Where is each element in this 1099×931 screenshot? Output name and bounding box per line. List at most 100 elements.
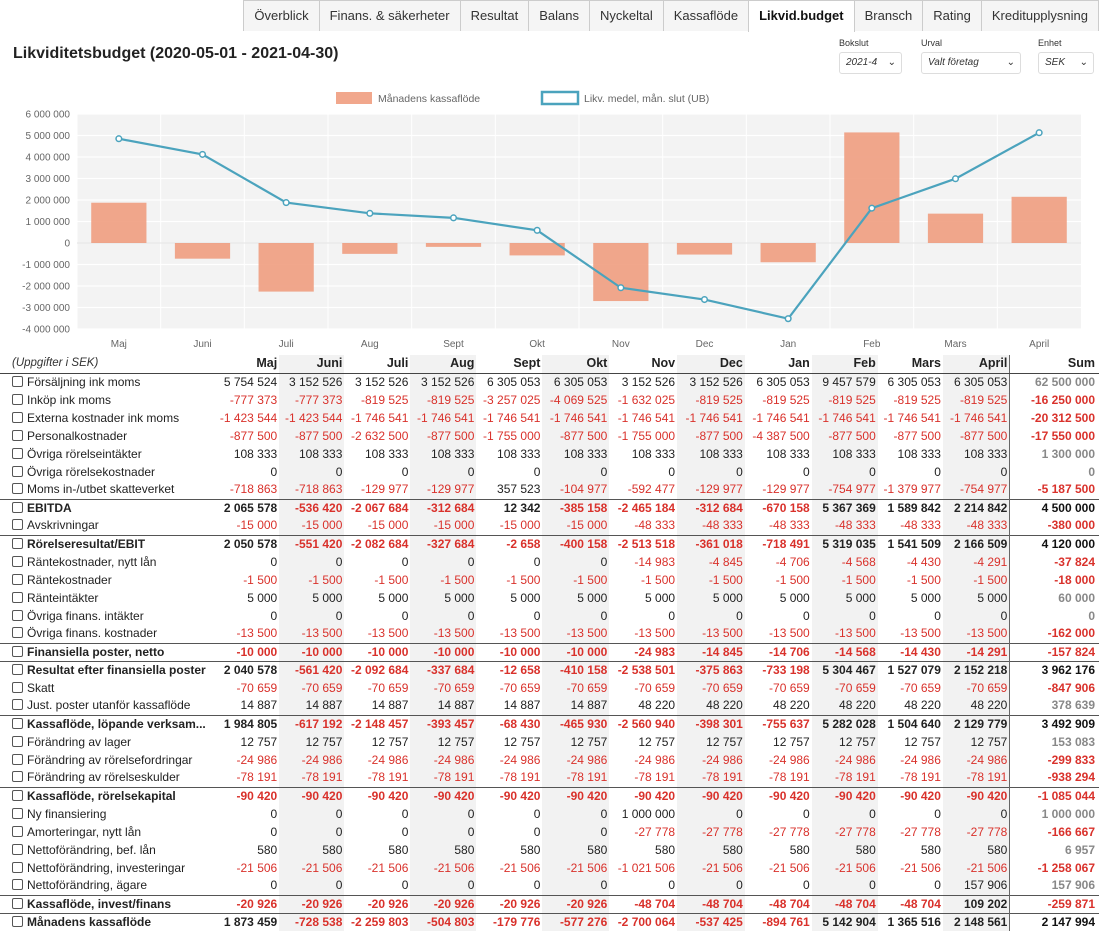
row-checkbox[interactable] [12,375,23,387]
row-checkbox[interactable] [12,465,23,477]
row-label-cell: Försäljning ink moms [0,373,217,391]
row-checkbox[interactable] [12,843,23,855]
table-cell: 580 [279,841,345,859]
table-cell: 0 [668,878,676,893]
table-cell: -78 191 [367,770,409,785]
table-cell: -21 506 [542,859,610,877]
table-cell: -129 977 [677,481,745,499]
row-checkbox[interactable] [12,393,23,405]
row-checkbox[interactable] [12,411,23,423]
sum-cell: -162 000 [1009,625,1099,643]
table-cell: -1 755 000 [483,428,541,443]
table-cell: -48 704 [811,894,878,913]
table-cell: -2 082 684 [344,534,411,553]
row-label-cell: Övriga finans. kostnader [0,625,217,643]
table-cell: -70 659 [499,680,541,695]
table-cell: -361 018 [677,534,745,553]
table-cell: -78 191 [236,770,278,785]
table-cell: 48 220 [904,698,941,713]
row-checkbox[interactable] [12,915,23,927]
bokslut-select[interactable]: 2021-4 ⌄ [839,52,902,74]
row-label-cell: Kassaflöde, löpande verksam... [0,714,217,733]
table-cell: 1 541 509 [877,534,943,553]
row-checkbox[interactable] [12,753,23,765]
table-cell: 1 589 842 [877,498,943,517]
tab-overblick[interactable]: Överblick [243,0,320,31]
table-cell: 580 [655,842,676,857]
month-header: Juli [344,355,411,374]
row-checkbox[interactable] [12,627,23,639]
row-label: Övriga rörelseintäkter [27,446,142,461]
table-cell: -718 863 [279,481,345,499]
tab-kassaflode[interactable]: Kassaflöde [662,0,750,31]
table-cell: -14 291 [942,642,1010,661]
row-checkbox[interactable] [12,735,23,747]
row-checkbox[interactable] [12,645,23,657]
row-checkbox[interactable] [12,501,23,513]
table-cell: -20 926 [476,894,543,913]
table-cell: -27 778 [769,824,810,839]
table-cell: 0 [410,607,477,625]
urval-select[interactable]: Valt företag ⌄ [921,52,1021,74]
table-cell: -2 259 803 [344,912,411,931]
row-label-cell: Kassaflöde, rörelsekapital [0,786,217,805]
table-cell: 0 [410,823,477,841]
liquidity-line [118,131,1040,320]
enhet-select[interactable]: SEK ⌄ [1038,52,1094,74]
table-cell: 0 [270,554,278,569]
row-checkbox[interactable] [12,573,23,585]
tab-rating[interactable]: Rating [922,0,982,31]
table-cell: 0 [934,806,941,821]
table-cell: -90 420 [744,786,812,805]
table-cell: -1 746 541 [677,409,745,427]
tab-nyckeltal[interactable]: Nyckeltal [589,0,664,31]
tab-balans[interactable]: Balans [528,0,591,31]
table-cell: -1 746 541 [811,409,878,427]
table-row: Nettoförändring, bef. lån 580 580 580 580 580… [0,841,1099,859]
table-cell: -21 506 [236,860,278,875]
tab-likvid-budget[interactable]: Likvid.budget [748,0,855,32]
row-checkbox[interactable] [12,483,23,495]
row-checkbox[interactable] [12,663,23,675]
row-checkbox[interactable] [12,591,23,603]
table-cell: -78 191 [769,770,810,785]
row-checkbox[interactable] [12,771,23,783]
tab-bransch[interactable]: Bransch [853,0,924,31]
row-label: Förändring av rörelsefordringar [27,752,193,767]
table-cell: 0 [279,463,345,481]
table-cell: 0 [410,877,477,895]
row-checkbox[interactable] [12,897,23,909]
table-cell: -13 500 [900,626,941,641]
row-checkbox[interactable] [12,699,23,711]
row-checkbox[interactable] [12,609,23,621]
row-checkbox[interactable] [12,717,23,729]
table-cell: 48 220 [773,698,810,713]
row-checkbox[interactable] [12,519,23,531]
row-label-cell: Räntekostnader [0,571,217,589]
row-checkbox[interactable] [12,447,23,459]
row-checkbox[interactable] [12,861,23,873]
tab-resultat[interactable]: Resultat [459,0,530,31]
table-cell: -20 926 [542,894,610,913]
tab-finans-sakerheter[interactable]: Finans. & säkerheter [318,0,461,31]
table-cell: 0 [542,877,610,895]
row-checkbox[interactable] [12,537,23,549]
table-cell: -755 637 [744,714,812,733]
tab-kreditupplysning[interactable]: Kreditupplysning [980,0,1099,31]
table-cell: -27 778 [811,823,878,841]
y-tick-label: -1 000 000 [22,260,70,271]
row-checkbox[interactable] [12,807,23,819]
table-cell: -1 746 541 [483,410,541,425]
table-cell: -504 803 [410,912,477,931]
table-cell: 580 [257,842,278,857]
row-checkbox[interactable] [12,789,23,801]
row-checkbox[interactable] [12,429,23,441]
table-row: Avskrivningar -15 000 -15 000 -15 000 -15 00… [0,517,1099,535]
row-checkbox[interactable] [12,825,23,837]
table-cell: -2 658 [476,534,543,553]
budget-table: (Uppgifter i SEK) Maj Juni Juli Aug Sept Okt No… [0,355,1099,931]
sum-cell: -157 824 [1009,642,1099,661]
row-checkbox[interactable] [12,879,23,891]
row-checkbox[interactable] [12,681,23,693]
row-checkbox[interactable] [12,555,23,567]
